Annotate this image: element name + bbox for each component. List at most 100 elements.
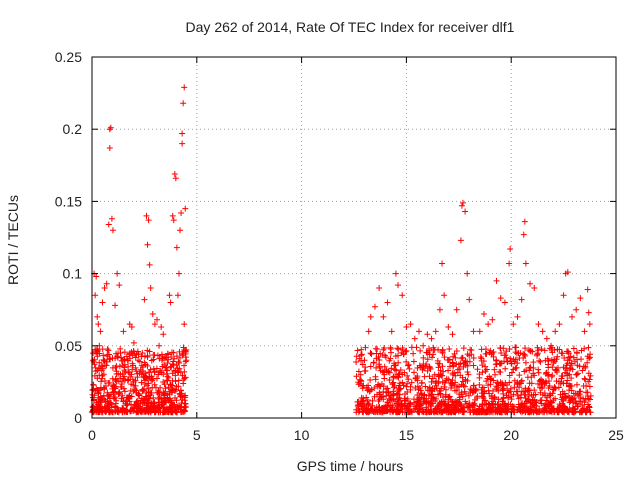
data-point [112, 385, 119, 392]
data-point [365, 400, 372, 407]
data-point [518, 391, 525, 398]
plot-frame [91, 56, 617, 419]
data-point [414, 398, 421, 405]
data-point [96, 396, 103, 403]
data-point [527, 347, 534, 354]
data-point [130, 348, 137, 355]
data-point [392, 270, 399, 277]
data-point [452, 379, 459, 386]
data-point [415, 328, 422, 335]
data-point [168, 349, 175, 356]
data-point [100, 352, 107, 359]
data-point [129, 362, 136, 369]
data-point [130, 339, 137, 346]
data-point [497, 345, 504, 352]
data-point [425, 400, 432, 407]
data-point [119, 392, 126, 399]
data-point [429, 375, 436, 382]
x-tick-labels: 0 5 10 15 20 25 [88, 427, 624, 443]
data-point [91, 356, 98, 363]
data-point [104, 402, 111, 409]
data-point [365, 328, 372, 335]
x-tick-label: 0 [88, 427, 96, 443]
data-point [538, 346, 545, 353]
data-point [508, 360, 515, 367]
data-point [121, 349, 128, 356]
data-point [417, 401, 424, 408]
data-point [114, 270, 121, 277]
data-point [367, 363, 374, 370]
data-point [559, 373, 566, 380]
data-point [582, 376, 589, 383]
data-point [357, 371, 364, 378]
data-point [92, 346, 99, 353]
data-point [426, 351, 433, 358]
data-point [520, 231, 527, 238]
data-point [585, 309, 592, 316]
data-point [491, 366, 498, 373]
data-point [109, 364, 116, 371]
data-point [164, 350, 171, 357]
data-point [543, 379, 550, 386]
data-point [497, 369, 504, 376]
data-point [387, 344, 394, 351]
data-point [466, 403, 473, 410]
data-point [156, 389, 163, 396]
data-point [149, 311, 156, 318]
data-point [522, 352, 529, 359]
data-point [107, 124, 114, 131]
data-point [361, 357, 368, 364]
data-point [370, 359, 377, 366]
data-point [361, 402, 368, 409]
data-point [149, 384, 156, 391]
data-point [112, 376, 119, 383]
data-point [506, 346, 513, 353]
data-point [424, 367, 431, 374]
data-point [541, 405, 548, 412]
data-point [471, 400, 478, 407]
data-point [163, 407, 170, 414]
data-point [381, 344, 388, 351]
data-point [108, 215, 115, 222]
data-point [507, 385, 514, 392]
data-point [170, 217, 177, 224]
data-point [146, 369, 153, 376]
data-point [118, 357, 125, 364]
x-tick-label: 10 [294, 427, 310, 443]
x-tick-label: 20 [503, 427, 519, 443]
grid-lines [92, 57, 616, 418]
data-point [125, 363, 132, 370]
data-point [509, 403, 516, 410]
data-point [454, 366, 461, 373]
data-point [163, 354, 170, 361]
data-point [160, 404, 167, 411]
data-point [136, 392, 143, 399]
data-point [445, 324, 452, 331]
data-point [434, 360, 441, 367]
data-point [147, 285, 154, 292]
data-point [390, 388, 397, 395]
data-point [355, 381, 362, 388]
data-point [586, 404, 593, 411]
data-point [121, 364, 128, 371]
data-point [456, 394, 463, 401]
data-point [440, 368, 447, 375]
data-point [463, 401, 470, 408]
data-point [98, 367, 105, 374]
data-point [156, 369, 163, 376]
data-point [145, 395, 152, 402]
data-point [493, 277, 500, 284]
data-point [508, 396, 515, 403]
data-point [420, 354, 427, 361]
data-point [499, 381, 506, 388]
data-point [103, 280, 110, 287]
data-point [135, 403, 142, 410]
data-point [138, 362, 145, 369]
data-point [102, 407, 109, 414]
data-point [358, 394, 365, 401]
data-point [380, 369, 387, 376]
data-point [353, 359, 360, 366]
data-point [157, 384, 164, 391]
data-point [174, 292, 181, 299]
data-point [177, 369, 184, 376]
